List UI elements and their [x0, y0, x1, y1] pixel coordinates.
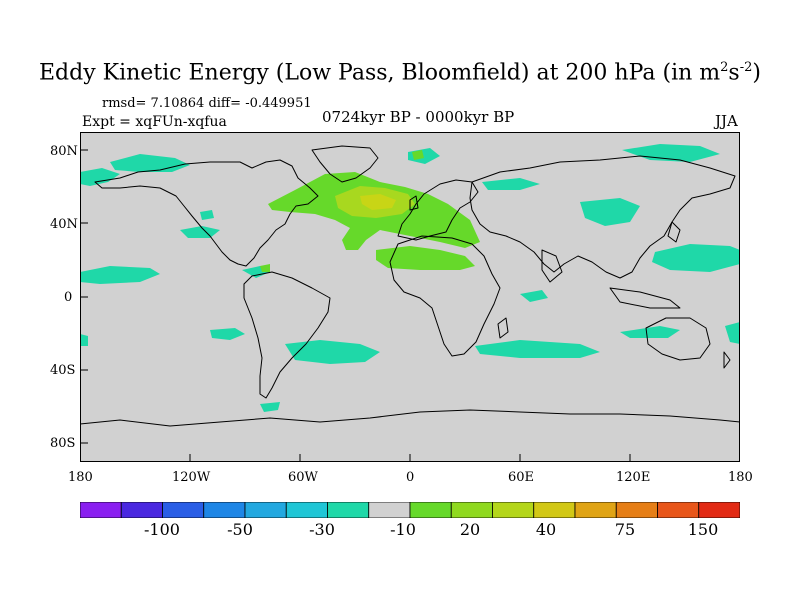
coastline-north-america [94, 159, 319, 267]
lat-label-0: 0 [64, 290, 73, 305]
experiment-label: Expt = xqFUn-xqfua [82, 114, 227, 130]
lon-label-180e: 180 [728, 470, 753, 485]
anomaly-region [620, 326, 680, 338]
map-background [80, 132, 740, 462]
anomaly-region [200, 210, 214, 220]
colorbar-swatch [698, 501, 741, 519]
anomaly-region [482, 178, 540, 190]
lat-label-40n: 40N [50, 217, 78, 232]
colorbar-swatch [79, 501, 122, 519]
colorbar-label-3: -30 [309, 520, 335, 539]
coastline-greenland [311, 145, 379, 183]
colorbar-swatch [574, 501, 617, 519]
colorbar-label-1: -100 [144, 520, 180, 539]
anomaly-region [285, 340, 380, 364]
lon-label-180w: 180 [68, 470, 93, 485]
lat-label-80s: 80S [50, 436, 76, 451]
figure-title: Eddy Kinetic Energy (Low Pass, Bloomfiel… [0, 60, 800, 85]
anomaly-region [80, 266, 160, 284]
coastline-africa [389, 235, 501, 357]
anomaly-region [80, 168, 120, 186]
coastline-india [541, 249, 563, 283]
coastline-uk [409, 195, 419, 211]
colorbar-swatch [450, 501, 493, 519]
colorbar-swatches [79, 501, 741, 519]
colorbar-swatch [657, 501, 700, 519]
colorbar-swatch [492, 501, 535, 519]
colorbar-swatch [285, 501, 328, 519]
colorbar-swatch [244, 501, 287, 519]
title-end: ) [752, 60, 761, 86]
colorbar-label-8: 150 [687, 520, 719, 539]
anomaly-region [376, 246, 475, 270]
lon-label-0: 0 [406, 470, 415, 485]
anomaly-region [652, 244, 740, 272]
colorbar-swatch [162, 501, 205, 519]
anomaly-region [260, 402, 280, 412]
anomaly-region [475, 340, 600, 358]
strong-anomaly-core [335, 186, 415, 218]
title-exponent-1: 2 [720, 60, 729, 75]
lat-label-40s: 40S [50, 363, 76, 378]
title-main: Eddy Kinetic Energy (Low Pass, Bloomfiel… [39, 60, 721, 86]
anomaly-region [622, 144, 720, 162]
colorbar [79, 501, 741, 519]
coastline-japan [667, 221, 681, 243]
lon-label-120e: 120E [616, 470, 651, 485]
colorbar-swatch [533, 501, 576, 519]
eke-difference-map [79, 132, 741, 462]
colorbar-label-6: 40 [535, 520, 557, 539]
colorbar-label-5: 20 [459, 520, 481, 539]
map-panel [79, 132, 741, 462]
anomaly-region [725, 322, 740, 344]
anomaly-region [260, 264, 270, 272]
coastline-australia [645, 317, 711, 361]
colorbar-label-2: -50 [227, 520, 253, 539]
season-label: JJA [715, 112, 738, 130]
anomaly-region [210, 328, 245, 340]
anomaly-region [180, 226, 220, 238]
colorbar-label-4: -10 [390, 520, 416, 539]
colorbar-swatch [615, 501, 658, 519]
title-unit-s: s [728, 60, 740, 86]
negative-anomaly-regions [80, 144, 740, 412]
colorbar-swatch [368, 501, 411, 519]
coastline-new-zealand [723, 351, 731, 369]
colorbar-swatch [203, 501, 246, 519]
colorbar-swatch [409, 501, 452, 519]
lon-label-120w: 120W [172, 470, 211, 485]
lon-label-60e: 60E [508, 470, 535, 485]
title-exponent-2: -2 [739, 60, 753, 75]
period-label: 0724kyr BP - 0000kyr BP [322, 108, 515, 126]
lon-label-60w: 60W [288, 470, 318, 485]
lat-label-80n: 80N [50, 144, 78, 159]
coastline-antarctica [79, 409, 741, 427]
coastline-madagascar [497, 317, 509, 339]
coastline-indonesia [609, 287, 681, 309]
coastlines [79, 145, 741, 427]
anomaly-region [412, 150, 424, 160]
colorbar-swatch [120, 501, 163, 519]
coastline-asia [469, 155, 736, 279]
axis-ticks [80, 149, 631, 462]
anomaly-region [580, 198, 640, 226]
anomaly-region [80, 334, 88, 346]
anomaly-region [360, 194, 396, 210]
coastline-south-america [243, 271, 331, 399]
rmsd-diff-stats: rmsd= 7.10864 diff= -0.449951 [102, 96, 312, 111]
colorbar-swatch [327, 501, 370, 519]
colorbar-label-7: 75 [614, 520, 636, 539]
anomaly-region [520, 290, 548, 302]
